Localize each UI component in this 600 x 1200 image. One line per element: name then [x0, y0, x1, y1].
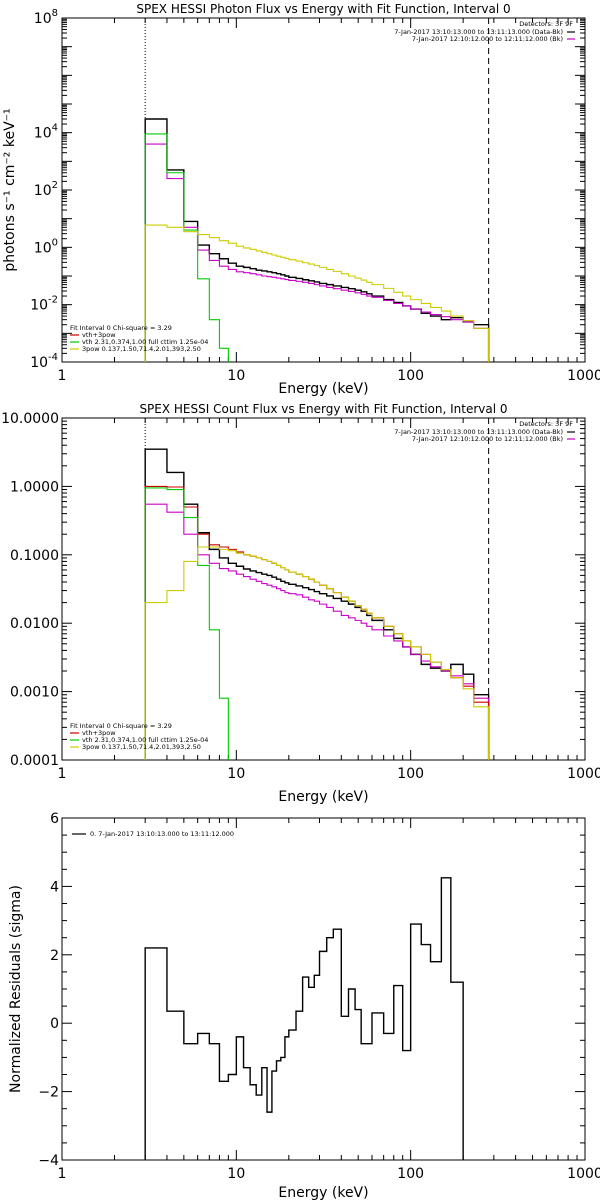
series-3pow: [144, 224, 490, 362]
fit-legend-item: vth+3pow: [82, 729, 116, 737]
x-tick-label: 100: [397, 1166, 424, 1182]
y-tick-label: 2: [50, 948, 59, 964]
fit-legend-header: Fit Interval 0 Chi-square = 3.29: [70, 324, 172, 332]
series-group: [144, 877, 464, 1160]
residual-legend: 0. 7-Jan-2017 13:10:13.000 to 13:11:12.0…: [90, 830, 234, 838]
fit-legend-item: vth 2.31,0.374,1.00 full cttim 1.25e-04: [82, 338, 208, 346]
x-axis-label: Energy (keV): [278, 1185, 368, 1200]
x-tick-label: 100: [397, 368, 424, 384]
panel-residuals: 1 10 100 1000 −4 −2 0 2 4 6 Energy (keV) Normalized…: [8, 811, 600, 1200]
plot-frame: [61, 417, 586, 761]
x-tick-label: 1: [58, 1166, 67, 1182]
chart-title: SPEX HESSI Count Flux vs Energy with Fit…: [139, 402, 507, 416]
y-tick-label: −4: [38, 1153, 59, 1169]
series-bk: [144, 143, 490, 362]
series-vth: [144, 133, 229, 362]
detector-label: Detectors: 3F 9F: [519, 420, 573, 428]
panel-count: SPEX HESSI Count Flux vs Energy with Fit…: [1, 402, 600, 805]
y-tick-label: 6: [50, 811, 59, 827]
fit-legend-item: vth 2.31,0.374,1.00 full cttim 1.25e-04: [82, 736, 208, 744]
y-tick-label: 1.0000: [10, 479, 59, 495]
y-axis-label: Normalized Residuals (sigma): [8, 885, 24, 1093]
series-data-bk: [144, 448, 490, 760]
time-range-label: 7-Jan-2017 13:10:13.000 to 13:11:13.000 …: [394, 428, 563, 436]
series-vth-3pow: [144, 485, 490, 760]
fit-legend-item: 3pow 0.137,1.50,71.4,2.01,393,2.50: [82, 345, 201, 353]
series-residuals: [144, 877, 464, 1160]
time-range-label: 7-Jan-2017 12:10:12.000 to 12:11:12.000 …: [412, 35, 563, 43]
x-tick-label: 100: [397, 766, 424, 782]
x-tick-label: 1000: [567, 368, 600, 384]
y-tick-label: 0.1000: [10, 548, 59, 564]
chart-title: SPEX HESSI Photon Flux vs Energy with Fi…: [136, 2, 510, 16]
series-group: [144, 418, 490, 760]
y-tick-label: 10-4: [30, 352, 58, 371]
fit-legend-item: 3pow 0.137,1.50,71.4,2.01,393,2.50: [82, 743, 201, 751]
time-range-label: 7-Jan-2017 13:10:13.000 to 13:11:13.000 …: [394, 28, 563, 36]
x-tick-label: 1: [58, 368, 67, 384]
y-tick-label: 0: [50, 1016, 59, 1032]
plot-frame: [61, 17, 586, 363]
x-axis-label: Energy (keV): [278, 789, 368, 805]
x-axis-label: Energy (keV): [278, 381, 368, 397]
series-group: [144, 18, 490, 362]
series-3pow: [144, 546, 490, 760]
fit-legend-header: Fit Interval 0 Chi-square = 3.29: [70, 722, 172, 730]
y-axis-label: photons s⁻¹ cm⁻² keV⁻¹: [2, 108, 18, 271]
series-bk: [144, 503, 490, 760]
detector-label: Detectors: 3F 9F: [519, 20, 573, 28]
y-tick-label: 100: [34, 237, 58, 256]
fit-legend-item: vth+3pow: [82, 331, 116, 339]
y-tick-label: 104: [34, 123, 58, 142]
y-tick-label: 108: [34, 8, 58, 27]
x-tick-label: 10: [227, 1166, 245, 1182]
x-tick-label: 10: [227, 766, 245, 782]
plot-frame: [61, 817, 586, 1161]
x-tick-label: 10: [227, 368, 245, 384]
x-tick-label: 1000: [567, 1166, 600, 1182]
x-tick-label: 1: [58, 766, 67, 782]
time-range-label: 7-Jan-2017 12:10:12.000 to 12:11:12.000 …: [412, 435, 563, 443]
y-tick-label: 102: [34, 180, 58, 199]
y-tick-label: 0.0010: [10, 685, 59, 701]
y-tick-label: 0.0001: [10, 753, 59, 769]
y-tick-label: 10-2: [30, 295, 58, 314]
y-tick-label: 10.0000: [1, 411, 59, 427]
y-tick-label: 0.0100: [10, 616, 59, 632]
series-vth: [144, 487, 229, 760]
panel-photon: SPEX HESSI Photon Flux vs Energy with Fi…: [2, 2, 600, 397]
x-tick-label: 1000: [567, 766, 600, 782]
y-tick-label: −2: [38, 1085, 59, 1101]
y-tick-label: 4: [50, 879, 59, 895]
